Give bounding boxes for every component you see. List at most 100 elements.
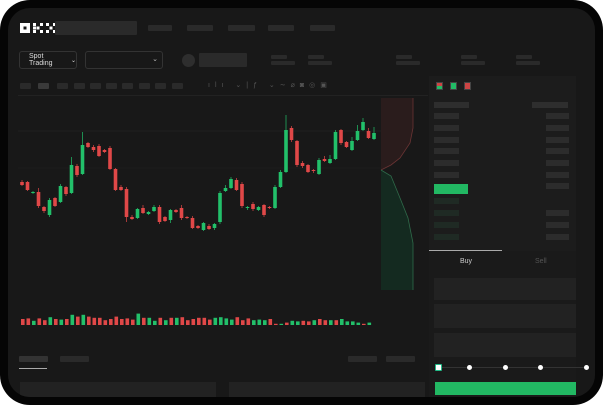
bid-size	[546, 234, 569, 240]
orderbook-asks-icon[interactable]	[464, 82, 471, 90]
price-input[interactable]	[434, 278, 576, 300]
volume-bar	[296, 321, 300, 325]
candle-type-icon[interactable]: ılı ⌄	[208, 82, 247, 89]
ask-size	[546, 160, 569, 166]
amount-input[interactable]	[434, 304, 576, 328]
tab-sell[interactable]: Sell	[535, 258, 547, 265]
filter-button[interactable]	[348, 356, 377, 362]
orderbook-both-icon[interactable]	[436, 82, 443, 90]
volume-bar	[312, 320, 317, 325]
indicator-icon[interactable]: |ƒ ⌄	[246, 82, 280, 89]
nav-item[interactable]	[148, 25, 172, 31]
candle	[223, 188, 228, 191]
volume-bar	[257, 319, 262, 325]
volume-bar	[197, 317, 201, 325]
buy-tab-indicator	[429, 250, 502, 251]
candle	[212, 224, 217, 228]
volume-bar	[334, 320, 339, 325]
nav-item[interactable]	[228, 25, 255, 31]
nav-item[interactable]	[187, 25, 213, 31]
timeframe-button[interactable]	[155, 83, 166, 89]
slider-mark-50[interactable]	[503, 365, 508, 370]
volume-bar	[323, 320, 328, 325]
timeframe-button[interactable]	[74, 83, 85, 89]
candle	[229, 179, 233, 188]
volume-bar	[43, 320, 47, 325]
volume-bar	[26, 318, 31, 325]
product-selector[interactable]: Spot Trading ⌄	[19, 51, 77, 69]
ask-depth-area	[381, 98, 413, 170]
buy-button[interactable]	[435, 382, 576, 395]
timeframe-button[interactable]	[122, 83, 133, 89]
volume-bar	[169, 317, 174, 325]
candle	[91, 147, 96, 150]
volume-bar	[235, 317, 240, 325]
volume-bar	[246, 318, 251, 325]
candle	[201, 223, 206, 230]
nav-item[interactable]	[268, 25, 294, 31]
slider-handle[interactable]	[435, 364, 442, 371]
volume-bar	[136, 313, 141, 325]
timeframe-button[interactable]	[20, 83, 31, 89]
orderbook-bids-icon[interactable]	[450, 82, 457, 90]
ask-depth-line	[380, 98, 414, 171]
ask-price	[434, 172, 459, 178]
volume-bar	[87, 316, 91, 325]
timeframe-button[interactable]	[172, 83, 183, 89]
volume-bars	[21, 313, 372, 325]
tab-open-orders[interactable]	[19, 356, 48, 362]
camera-icon[interactable]: ◙	[299, 82, 310, 89]
candle	[355, 131, 360, 140]
candle	[218, 193, 222, 222]
ruler-icon[interactable]: ⌀	[290, 82, 300, 89]
slider-mark-25[interactable]	[467, 365, 472, 370]
timeframe-button[interactable]	[90, 83, 101, 89]
candle	[58, 186, 63, 202]
line-draw-icon[interactable]: ∼	[279, 82, 291, 89]
candle	[36, 192, 41, 206]
slider-mark-75[interactable]	[538, 365, 543, 370]
settings-icon[interactable]: ◎	[309, 82, 321, 89]
volume-bar	[329, 320, 333, 325]
volume-bar	[191, 319, 196, 325]
volume-bar	[76, 316, 80, 325]
slider-mark-100[interactable]	[584, 365, 589, 370]
candle	[130, 217, 134, 219]
pair-selector[interactable]: ⌄	[85, 51, 163, 69]
volume-bar	[351, 321, 355, 325]
tab-buy[interactable]: Buy	[460, 258, 473, 265]
fullscreen-icon[interactable]: ▣	[320, 82, 332, 89]
chevron-down-icon: ⌄	[152, 56, 158, 63]
total-input[interactable]	[434, 333, 576, 357]
search-box[interactable]	[55, 21, 137, 35]
candle	[273, 187, 277, 208]
volume-bar	[92, 317, 97, 325]
volume-bar	[103, 320, 108, 325]
bid-price	[434, 234, 459, 240]
tab-order-history[interactable]	[60, 356, 89, 362]
volume-bar	[70, 314, 75, 325]
stat-label	[271, 55, 287, 59]
candle	[361, 122, 365, 130]
volume-bar	[114, 316, 119, 325]
okx-logo[interactable]	[20, 22, 57, 34]
ask-size	[546, 183, 569, 189]
timeframe-button[interactable]	[38, 83, 49, 89]
amount-slider[interactable]	[435, 364, 589, 371]
filter-button[interactable]	[386, 356, 415, 362]
volume-bar	[241, 320, 245, 325]
nav-item[interactable]	[310, 25, 335, 31]
timeframe-button[interactable]	[139, 83, 150, 89]
timeframe-button[interactable]	[106, 83, 117, 89]
orderbook-header	[532, 102, 568, 108]
app-screen: Spot Trading ⌄ ⌄ ılı ⌄|ƒ ⌄∼⌀◙◎▣ Buy Sell	[8, 8, 595, 397]
timeframe-button[interactable]	[57, 83, 68, 89]
candle	[146, 212, 151, 214]
candle	[69, 165, 74, 193]
candle	[350, 141, 354, 150]
candle	[119, 187, 123, 190]
last-price-badge	[434, 184, 468, 194]
candle	[328, 159, 332, 163]
bid-price	[434, 198, 459, 204]
